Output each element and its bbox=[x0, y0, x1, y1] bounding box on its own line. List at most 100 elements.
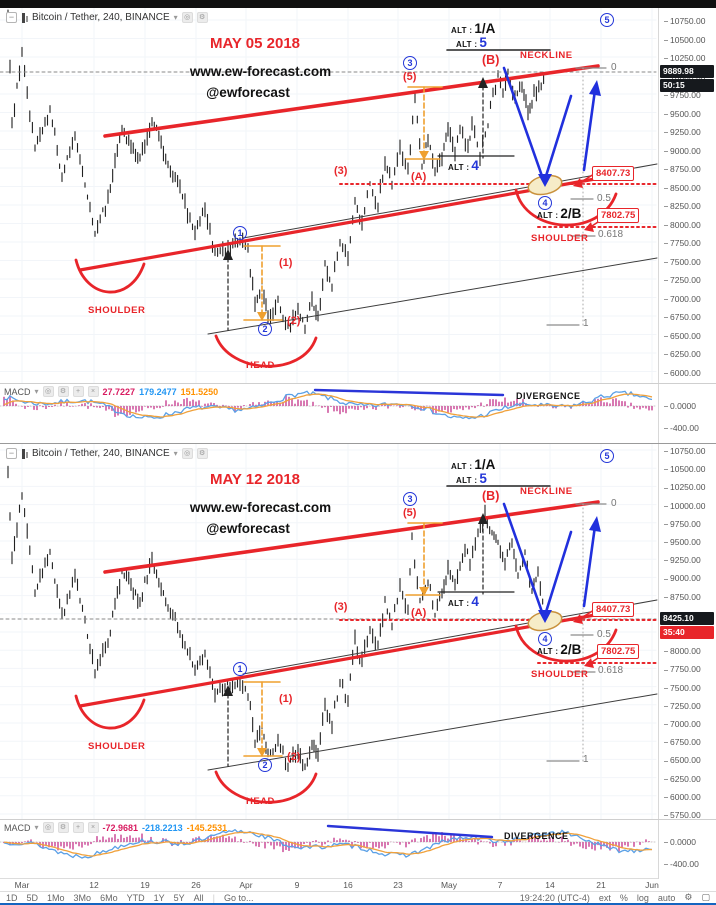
chart-canvas[interactable]: − Bitcoin / Tether, 240, BINANCE ▾ ◎ ⚙ MAY 12… bbox=[0, 444, 716, 820]
close-icon[interactable]: × bbox=[87, 822, 99, 833]
time-label: 14 bbox=[545, 880, 555, 890]
annotation-label-shoulder-left: SHOULDER bbox=[88, 741, 146, 752]
price-tick: 7500.00 bbox=[664, 683, 701, 693]
time-axis[interactable]: Mar 12 19 26 Apr 9 16 23 May 7 14 21 Jun bbox=[0, 878, 716, 891]
annotation-site-url: www.ew-forecast.com bbox=[189, 500, 332, 515]
symbol-legend[interactable]: − Bitcoin / Tether, 240, BINANCE ▾ ◎ ⚙ bbox=[6, 12, 208, 23]
gear-icon[interactable]: ⚙ bbox=[684, 892, 693, 902]
annotation-circled-wave-3: 3 bbox=[403, 56, 417, 70]
annotation-alt-label-5: ALT :5 bbox=[456, 35, 487, 50]
price-tick: 8000.00 bbox=[664, 646, 701, 656]
eye-icon[interactable]: ◎ bbox=[181, 448, 193, 459]
clock-label[interactable]: 19:24:20 (UTC-4) bbox=[519, 892, 590, 903]
auto-scale-toggle[interactable]: auto bbox=[657, 892, 676, 903]
collapse-pane-icon[interactable]: − bbox=[6, 12, 17, 23]
annotation-circled-wave-1: 1 bbox=[233, 662, 247, 676]
annotation-alt-label-5: ALT :5 bbox=[456, 471, 487, 486]
macd-label[interactable]: MACD bbox=[4, 822, 31, 833]
chart-panel-may-05: − Bitcoin / Tether, 240, BINANCE ▾ ◎ ⚙ MAY 05… bbox=[0, 8, 716, 443]
plus-icon[interactable]: + bbox=[72, 822, 84, 833]
annotation-price-flag-7802: 7802.75 bbox=[597, 208, 640, 223]
range-button-ytd[interactable]: YTD bbox=[126, 892, 145, 903]
price-tick: 6750.00 bbox=[664, 737, 701, 747]
range-button-1y[interactable]: 1Y bbox=[153, 892, 165, 903]
price-tick: 10000.00 bbox=[664, 501, 705, 511]
price-tick: 9500.00 bbox=[664, 109, 701, 119]
macd-value-pink: -72.9681 bbox=[102, 822, 139, 833]
percent-scale-toggle[interactable]: % bbox=[619, 892, 628, 903]
chevron-down-icon[interactable]: ▾ bbox=[34, 387, 39, 396]
fullscreen-icon[interactable]: ▢ bbox=[701, 892, 710, 902]
annotation-alt-label-2b: ALT :2/B bbox=[537, 642, 581, 657]
annotation-wave-label-b: (B) bbox=[482, 53, 500, 67]
symbol-legend[interactable]: − Bitcoin / Tether, 240, BINANCE ▾ ◎ ⚙ bbox=[6, 448, 208, 459]
annotation-wave-label-b: (B) bbox=[482, 489, 500, 503]
annotation-wave-label-3: (3) bbox=[334, 165, 348, 177]
eye-icon[interactable]: ◎ bbox=[42, 386, 54, 397]
macd-value-blue: -218.2213 bbox=[142, 822, 183, 833]
log-scale-toggle[interactable]: log bbox=[636, 892, 649, 903]
range-button-5y[interactable]: 5Y bbox=[173, 892, 185, 903]
countdown-flag: 50:15 bbox=[660, 79, 714, 92]
close-icon[interactable]: × bbox=[87, 386, 99, 397]
range-button-5d[interactable]: 5D bbox=[26, 892, 39, 903]
time-label: 23 bbox=[393, 880, 403, 890]
eye-icon[interactable]: ◎ bbox=[42, 822, 54, 833]
range-button-6mo[interactable]: 6Mo bbox=[100, 892, 118, 903]
time-label: 21 bbox=[596, 880, 606, 890]
price-tick: 6000.00 bbox=[664, 792, 701, 802]
annotation-circled-wave-5: 5 bbox=[600, 449, 614, 463]
ext-toggle[interactable]: ext bbox=[598, 892, 611, 903]
annotation-fib-level-05: 0.5 bbox=[597, 193, 611, 204]
goto-button[interactable]: Go to... bbox=[223, 892, 254, 903]
range-button-1d[interactable]: 1D bbox=[6, 892, 18, 903]
range-button-1mo[interactable]: 1Mo bbox=[47, 892, 65, 903]
time-label: 12 bbox=[89, 880, 99, 890]
alt-prefix: ALT : bbox=[448, 599, 470, 608]
alt-value: 1/A bbox=[474, 21, 496, 36]
symbol-title[interactable]: Bitcoin / Tether, 240, BINANCE bbox=[32, 12, 170, 23]
price-tick: 7000.00 bbox=[664, 719, 701, 729]
macd-value-orange: -145.2531 bbox=[186, 822, 228, 833]
annotation-label-neckline: NECKLINE bbox=[520, 486, 573, 497]
chevron-down-icon[interactable]: ▾ bbox=[173, 449, 178, 458]
alt-value: 4 bbox=[471, 158, 479, 173]
macd-tick: -400.00 bbox=[664, 423, 699, 433]
macd-axis[interactable]: 0.0000 -400.00 bbox=[658, 820, 716, 879]
alt-prefix: ALT : bbox=[537, 647, 559, 656]
plus-icon[interactable]: + bbox=[72, 386, 84, 397]
collapse-pane-icon[interactable]: − bbox=[6, 448, 17, 459]
gear-icon[interactable]: ⚙ bbox=[57, 822, 69, 833]
gear-icon[interactable]: ⚙ bbox=[57, 386, 69, 397]
annotation-circled-wave-4: 4 bbox=[538, 632, 552, 646]
macd-value-blue: 179.2477 bbox=[139, 386, 177, 397]
eye-icon[interactable]: ◎ bbox=[181, 12, 193, 23]
symbol-title[interactable]: Bitcoin / Tether, 240, BINANCE bbox=[32, 448, 170, 459]
price-tick: 10500.00 bbox=[664, 35, 705, 45]
gear-icon[interactable]: ⚙ bbox=[196, 448, 208, 459]
annotation-site-url: www.ew-forecast.com bbox=[189, 64, 332, 79]
alt-prefix: ALT : bbox=[537, 211, 559, 220]
macd-pane[interactable]: MACD ▾ ◎ ⚙ + × 27.7227 179.2477 151.5250 DIVERGEN… bbox=[0, 383, 716, 443]
annotation-wave-label-2: (2) bbox=[287, 315, 301, 327]
chevron-down-icon[interactable]: ▾ bbox=[34, 823, 39, 832]
price-axis[interactable]: 10750.0010500.0010250.0010000.009750.009… bbox=[658, 8, 716, 396]
annotation-label-shoulder-right: SHOULDER bbox=[531, 233, 589, 244]
chevron-down-icon[interactable]: ▾ bbox=[173, 13, 178, 22]
price-tick: 9500.00 bbox=[664, 537, 701, 547]
alt-value: 5 bbox=[479, 471, 487, 486]
price-tick: 8750.00 bbox=[664, 164, 701, 174]
gear-icon[interactable]: ⚙ bbox=[196, 12, 208, 23]
annotation-wave-label-a: (A) bbox=[411, 607, 427, 619]
range-button-all[interactable]: All bbox=[193, 892, 204, 903]
alt-value: 1/A bbox=[474, 457, 496, 472]
annotation-label-shoulder-right: SHOULDER bbox=[531, 669, 589, 680]
macd-axis[interactable]: 0.0000 -400.00 bbox=[658, 384, 716, 443]
chart-canvas[interactable]: − Bitcoin / Tether, 240, BINANCE ▾ ◎ ⚙ MAY 05… bbox=[0, 8, 716, 396]
annotation-alt-label-2b: ALT :2/B bbox=[537, 206, 581, 221]
macd-label[interactable]: MACD bbox=[4, 386, 31, 397]
macd-pane[interactable]: MACD ▾ ◎ ⚙ + × -72.9681 -218.2213 -145.2531 DIVER… bbox=[0, 819, 716, 879]
annotation-date-title: MAY 05 2018 bbox=[209, 35, 301, 52]
range-button-3mo[interactable]: 3Mo bbox=[73, 892, 92, 903]
